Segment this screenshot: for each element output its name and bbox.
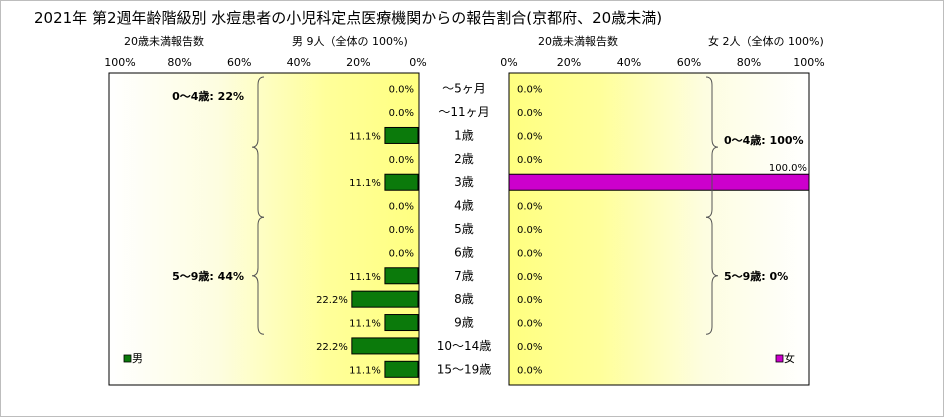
male-bar: [384, 360, 419, 378]
male-data-label: 0.0%: [389, 155, 414, 166]
male-data-label: 22.2%: [316, 342, 348, 353]
category-label: 1歳: [454, 128, 474, 142]
female-plot-area: [508, 72, 810, 386]
female-group-brace: [705, 76, 719, 218]
female-group-brace: [705, 216, 719, 335]
male-data-label: 0.0%: [389, 225, 414, 236]
female-tick-label: 80%: [737, 56, 761, 69]
female-data-label: 0.0%: [517, 131, 542, 142]
category-label: 9歳: [454, 316, 474, 330]
male-data-label: 11.1%: [349, 272, 381, 283]
male-tick-label: 40%: [287, 56, 311, 69]
category-label: 2歳: [454, 152, 474, 166]
female-tick-label: 20%: [557, 56, 581, 69]
male-tick-label: 0%: [409, 56, 426, 69]
female-legend-swatch: [775, 354, 784, 363]
male-bar: [351, 290, 419, 308]
male-header: 男 9人（全体の 100%): [292, 34, 408, 48]
category-label: 7歳: [454, 269, 474, 283]
male-legend-swatch: [123, 354, 132, 363]
female-header: 女 2人（全体の 100%): [708, 34, 824, 48]
category-label: ～5ヶ月: [442, 82, 486, 96]
group-annotations: 0～4歳: 22% 5～9歳: 44% 0～4歳: 100% 5～9歳: 0%: [172, 76, 804, 335]
category-label: 4歳: [454, 199, 474, 213]
male-data-label: 0.0%: [389, 248, 414, 259]
male-data-label: 11.1%: [349, 365, 381, 376]
category-label: 3歳: [454, 175, 474, 189]
male-axis-caption: 20歳未満報告数: [124, 35, 204, 48]
male-x-ticks: 100% 80% 60% 40% 20% 0%: [104, 56, 426, 69]
male-bars: [351, 126, 419, 378]
male-group-brace: [251, 216, 265, 335]
male-data-label: 11.1%: [349, 178, 381, 189]
category-label: 15～19歳: [437, 362, 492, 376]
female-data-label: 0.0%: [517, 108, 542, 119]
category-label: 5歳: [454, 222, 474, 236]
category-label: 8歳: [454, 292, 474, 306]
category-labels: ～5ヶ月 ～11ヶ月 1歳 2歳 3歳 4歳 5歳 6歳 7歳 8歳 9歳 10～14歳 15～19歳: [437, 82, 492, 377]
female-tick-label: 60%: [677, 56, 701, 69]
female-data-label: 0.0%: [517, 155, 542, 166]
female-data-label: 0.0%: [517, 272, 542, 283]
male-plot-area: [108, 72, 420, 386]
female-data-label: 0.0%: [517, 342, 542, 353]
female-tick-label: 40%: [617, 56, 641, 69]
male-bar: [384, 126, 419, 144]
male-data-label: 11.1%: [349, 319, 381, 330]
female-group-label: 5～9歳: 0%: [724, 269, 788, 283]
chart-title: 2021年 第2週年齢階級別 水痘患者の小児科定点医療機関からの報告割合(京都府…: [34, 9, 662, 27]
female-tick-label: 0%: [500, 56, 517, 69]
male-data-label: 22.2%: [316, 295, 348, 306]
female-group-label: 0～4歳: 100%: [724, 133, 804, 147]
male-bar: [384, 314, 419, 332]
female-axis-caption: 20歳未満報告数: [538, 35, 618, 48]
female-legend-label: 女: [784, 351, 795, 365]
male-group-brace: [251, 76, 265, 218]
female-data-label: 0.0%: [517, 248, 542, 259]
female-data-label: 0.0%: [517, 365, 542, 376]
male-legend-label: 男: [132, 352, 143, 365]
male-group-label: 0～4歳: 22%: [172, 89, 244, 103]
male-data-label: 0.0%: [389, 85, 414, 96]
female-data-label: 0.0%: [517, 202, 542, 213]
male-data-label: 0.0%: [389, 108, 414, 119]
category-label: ～11ヶ月: [438, 105, 489, 119]
male-data-label: 0.0%: [389, 202, 414, 213]
female-data-label: 0.0%: [517, 295, 542, 306]
female-bars: [508, 173, 810, 191]
male-data-labels: 0.0% 0.0% 11.1% 0.0% 11.1% 0.0% 0.0% 0.0% 11.1% 2…: [316, 85, 414, 377]
male-data-label: 11.1%: [349, 131, 381, 142]
male-bar: [384, 173, 419, 191]
female-x-ticks: 0% 20% 40% 60% 80% 100%: [500, 56, 824, 69]
male-bar: [384, 267, 419, 285]
male-bar: [351, 337, 419, 355]
male-tick-label: 100%: [104, 56, 135, 69]
male-tick-label: 60%: [227, 56, 251, 69]
category-label: 10～14歳: [437, 339, 492, 353]
category-label: 6歳: [454, 245, 474, 259]
female-data-label: 0.0%: [517, 225, 542, 236]
female-data-label: 0.0%: [517, 85, 542, 96]
male-group-label: 5～9歳: 44%: [172, 269, 244, 283]
female-data-labels: 0.0% 0.0% 0.0% 0.0% 100.0% 0.0% 0.0% 0.0% 0.0% 0.…: [517, 85, 807, 377]
female-bar: [508, 173, 810, 191]
female-data-label: 100.0%: [769, 163, 807, 174]
female-tick-label: 100%: [793, 56, 824, 69]
male-tick-label: 80%: [167, 56, 191, 69]
male-tick-label: 20%: [346, 56, 370, 69]
female-data-label: 0.0%: [517, 319, 542, 330]
